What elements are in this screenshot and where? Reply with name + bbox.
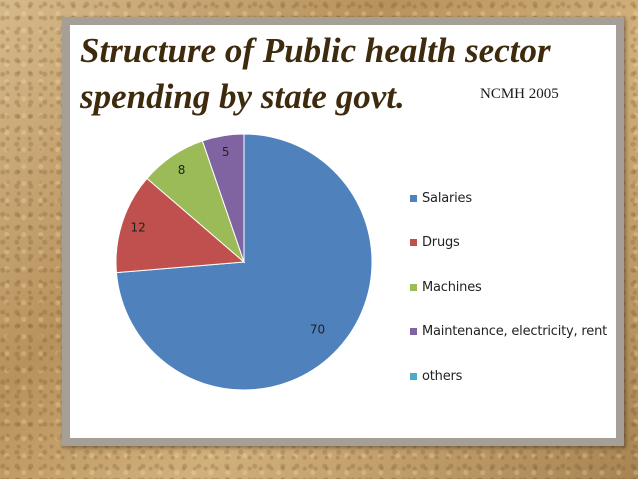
legend-label: Drugs [422,235,460,251]
pie-slices [115,133,373,391]
legend-label: Machines [422,279,482,295]
data-label-machines: 8 [178,163,186,177]
chart-legend: Salaries Drugs Machines Maintenance, electr… [410,176,620,399]
legend-item-machines: Machines [410,265,620,310]
pie-slice-drugs [115,177,246,274]
slide-title: Structure of Public health sector spendi… [80,31,551,116]
legend-swatch [410,283,417,291]
pie-data-labels: 70 12 8 5 [130,145,325,336]
source-note: NCMH 2005 [480,86,559,102]
legend-item-others: others [410,354,620,399]
legend-item-salaries: Salaries [410,176,620,221]
legend-label: others [422,368,463,384]
legend-swatch [410,328,417,336]
data-label-salaries: 70 [310,323,325,337]
legend-swatch [410,239,417,247]
legend-label: Maintenance, electricity, rent [422,324,608,340]
legend-label: Salaries [422,190,472,206]
data-label-maintenance-electricity-rent: 5 [222,145,230,159]
legend-item-maintenance-electricity-rent: Maintenance, electricity, rent [410,310,620,355]
legend-item-drugs: Drugs [410,221,620,266]
legend-swatch [410,194,417,202]
legend-swatch [410,372,417,380]
pie-slice-maintenance-electricity-rent [201,133,245,263]
data-label-drugs: 12 [130,221,145,235]
